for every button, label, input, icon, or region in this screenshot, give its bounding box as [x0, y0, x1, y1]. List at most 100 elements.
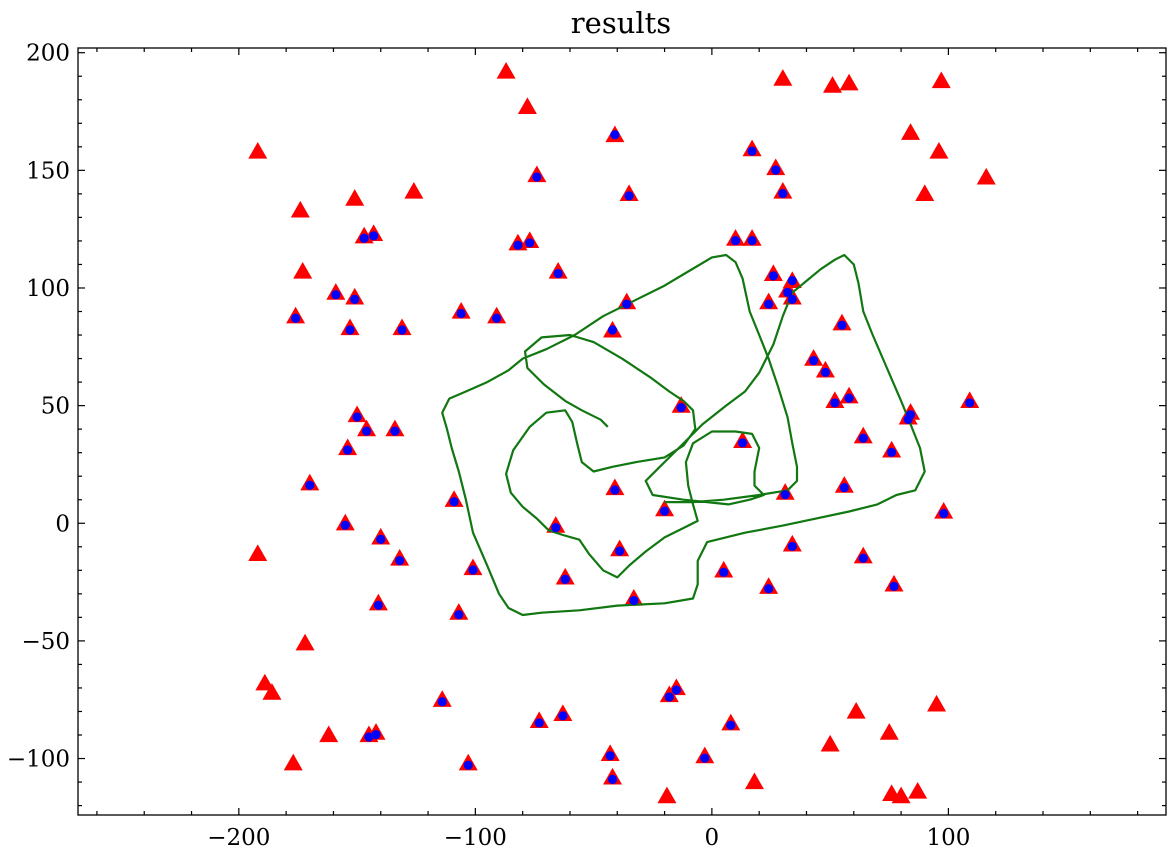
series-layer	[248, 62, 996, 804]
estimate-point	[778, 188, 788, 199]
landmark-triangle	[345, 189, 365, 206]
estimate-point	[371, 730, 381, 740]
estimate-point	[771, 165, 781, 175]
estimate-point	[350, 294, 360, 304]
x-tick-label: 100	[926, 825, 970, 851]
estimate-point	[839, 483, 849, 493]
estimate-point	[738, 438, 748, 448]
trajectory-line	[441, 253, 926, 617]
estimate-point	[830, 398, 840, 408]
landmark-triangle	[976, 167, 996, 185]
landmark-triangle	[891, 786, 911, 804]
landmark-triangle	[927, 694, 947, 712]
estimate-point	[463, 760, 473, 770]
estimate-point	[844, 393, 854, 403]
landmark-triangle	[283, 753, 303, 771]
landmark-triangle	[931, 71, 951, 89]
landmark-triangle	[744, 772, 764, 790]
estimate-point	[468, 565, 478, 575]
landmark-triangle	[517, 97, 537, 114]
landmark-triangle	[248, 544, 268, 561]
estimate-point	[719, 567, 729, 577]
estimate-point	[787, 541, 797, 552]
estimate-point	[965, 398, 975, 408]
estimate-point	[780, 490, 790, 500]
landmark-triangle	[496, 62, 516, 79]
estimate-point	[624, 191, 634, 201]
estimate-point	[764, 584, 774, 594]
estimate-point	[525, 238, 535, 248]
estimate-point	[553, 268, 563, 279]
landmark-triangle	[248, 142, 268, 159]
estimate-point	[369, 231, 379, 241]
x-tick-label: −100	[444, 825, 507, 851]
y-tick-label: 100	[26, 276, 70, 302]
estimate-point	[747, 235, 757, 246]
y-tick-label: 200	[26, 41, 70, 67]
estimate-point	[607, 325, 618, 335]
estimate-point	[629, 595, 639, 606]
estimate-point	[534, 718, 544, 728]
estimate-point	[373, 600, 383, 610]
landmark-triangle	[820, 734, 840, 752]
landmark-triangle	[773, 69, 793, 86]
landmark-triangle	[295, 633, 315, 651]
estimate-point	[449, 497, 459, 507]
estimate-point	[390, 426, 400, 436]
estimate-point	[560, 574, 570, 584]
estimate-point	[700, 753, 710, 763]
estimate-point	[305, 480, 315, 490]
estimate-point	[622, 299, 632, 309]
estimate-point	[782, 287, 793, 297]
estimate-point	[551, 523, 561, 533]
estimate-point	[605, 751, 615, 761]
estimate-point	[364, 732, 374, 742]
estimate-point	[905, 410, 916, 420]
axis-ticks: −200 −100 0 100 −100 −50 0 50 100 150 200	[7, 41, 1166, 851]
estimate-point	[747, 146, 757, 156]
landmark-triangle	[879, 723, 899, 740]
landmark-triangle	[823, 76, 843, 93]
estimate-point	[726, 720, 736, 730]
estimate-point	[787, 294, 797, 304]
estimate-point	[787, 275, 797, 286]
estimate-point	[513, 240, 523, 250]
y-tick-label: 0	[55, 511, 70, 537]
estimate-point	[352, 412, 362, 422]
estimate-point	[858, 433, 868, 443]
estimate-point	[492, 313, 502, 323]
y-tick-label: −100	[7, 747, 70, 773]
landmark-triangle	[839, 73, 859, 91]
landmark-triangle	[293, 262, 313, 279]
estimate-point	[676, 403, 686, 413]
estimate-point	[397, 325, 407, 335]
estimate-point	[395, 555, 405, 566]
landmark-triangle	[929, 142, 949, 159]
plot-frame	[77, 47, 1167, 816]
estimate-point	[437, 697, 447, 707]
landmark-triangle	[262, 683, 282, 700]
estimate-point	[889, 581, 899, 592]
estimate-point	[887, 447, 897, 457]
landmark-triangle	[908, 781, 928, 799]
estimate-point	[343, 445, 353, 455]
estimate-point	[858, 553, 868, 563]
estimate-point	[456, 308, 466, 319]
estimate-point	[837, 320, 847, 330]
estimate-point	[291, 313, 301, 323]
estimate-point	[671, 685, 682, 695]
landmark-triangle	[319, 725, 339, 743]
landmark-triangle	[846, 701, 866, 719]
estimate-point	[939, 508, 949, 519]
estimate-point	[610, 485, 620, 495]
landmark-triangle	[404, 182, 424, 199]
chart-title: results	[571, 6, 671, 40]
estimate-point	[730, 235, 741, 246]
y-tick-label: 150	[26, 158, 70, 184]
estimate-point	[340, 520, 350, 530]
estimate-point	[345, 325, 355, 335]
estimate-point	[361, 426, 372, 436]
estimate-point	[808, 355, 819, 366]
landmark-triangle	[255, 673, 275, 691]
